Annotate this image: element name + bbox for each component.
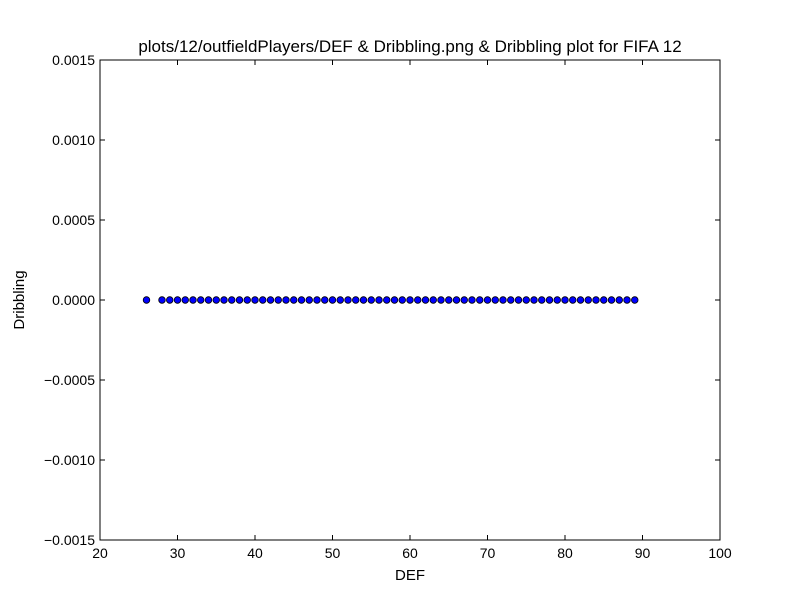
x-tick-label: 60 [402, 545, 418, 561]
data-point [142, 296, 151, 304]
data-point [421, 296, 430, 304]
data-point [282, 296, 290, 304]
data-point [189, 296, 197, 304]
data-point [623, 296, 631, 304]
data-point [359, 296, 368, 304]
x-axis-label: DEF [395, 567, 425, 584]
data-point [321, 296, 329, 304]
x-tick-label: 100 [708, 545, 732, 561]
data-point [181, 296, 189, 304]
y-axis-ticks: 0.0015 0.0010 0.0005 0.0000 −0.0005 −0.0010 −0… [44, 52, 720, 548]
data-point [538, 296, 546, 304]
data-point [468, 296, 476, 304]
data-point [344, 296, 352, 304]
x-tick-label: 70 [480, 545, 496, 561]
data-point [561, 296, 569, 304]
data-point [631, 296, 639, 304]
data-point [584, 296, 592, 304]
data-point [414, 296, 422, 304]
x-tick-label: 90 [635, 545, 651, 561]
data-point [429, 296, 437, 304]
data-point [522, 296, 530, 304]
data-point [507, 296, 515, 304]
data-point [530, 296, 538, 304]
data-point [406, 296, 414, 304]
data-point [499, 296, 507, 304]
x-tick-label: 50 [325, 545, 341, 561]
data-point [243, 296, 251, 304]
data-point [251, 296, 259, 304]
data-point [297, 296, 306, 304]
data-point [173, 296, 182, 304]
data-point [228, 296, 236, 304]
x-tick-label: 20 [92, 545, 108, 561]
data-point [235, 296, 244, 304]
data-point [352, 296, 360, 304]
data-point [545, 296, 554, 304]
data-point [445, 296, 453, 304]
data-point [390, 296, 399, 304]
data-point [313, 296, 321, 304]
data-point [336, 296, 344, 304]
data-point [383, 296, 391, 304]
data-point [514, 296, 523, 304]
y-tick-label: −0.0015 [44, 532, 95, 548]
data-points [142, 296, 639, 304]
data-point [483, 296, 492, 304]
data-point [266, 296, 275, 304]
data-point [204, 296, 213, 304]
data-point [367, 296, 375, 304]
data-point [290, 296, 298, 304]
y-tick-label: 0.0010 [52, 132, 95, 148]
data-point [212, 296, 220, 304]
data-point [375, 296, 383, 304]
data-point [460, 296, 468, 304]
data-point [158, 296, 166, 304]
data-point [274, 296, 282, 304]
y-tick-label: 0.0000 [52, 292, 95, 308]
data-point [607, 296, 616, 304]
data-point [600, 296, 608, 304]
data-point [166, 296, 174, 304]
y-tick-label: 0.0005 [52, 212, 95, 228]
data-point [476, 296, 484, 304]
data-point [592, 296, 600, 304]
y-tick-label: 0.0015 [52, 52, 95, 68]
x-tick-label: 40 [247, 545, 263, 561]
data-point [220, 296, 228, 304]
data-point [576, 296, 585, 304]
data-point [305, 296, 313, 304]
data-point [398, 296, 406, 304]
chart-title: plots/12/outfieldPlayers/DEF & Dribbling… [138, 37, 681, 56]
data-point [328, 296, 337, 304]
data-point [452, 296, 461, 304]
y-axis-label: Dribbling [11, 270, 28, 329]
data-point [197, 296, 205, 304]
x-tick-label: 80 [557, 545, 573, 561]
y-tick-label: −0.0005 [44, 372, 95, 388]
data-point [259, 296, 267, 304]
data-point [553, 296, 561, 304]
data-point [437, 296, 445, 304]
x-axis-ticks: 20 30 40 50 60 70 80 90 100 [92, 60, 732, 561]
x-tick-label: 30 [170, 545, 186, 561]
data-point [491, 296, 499, 304]
data-point [569, 296, 577, 304]
data-point [615, 296, 623, 304]
y-tick-label: −0.0010 [44, 452, 95, 468]
